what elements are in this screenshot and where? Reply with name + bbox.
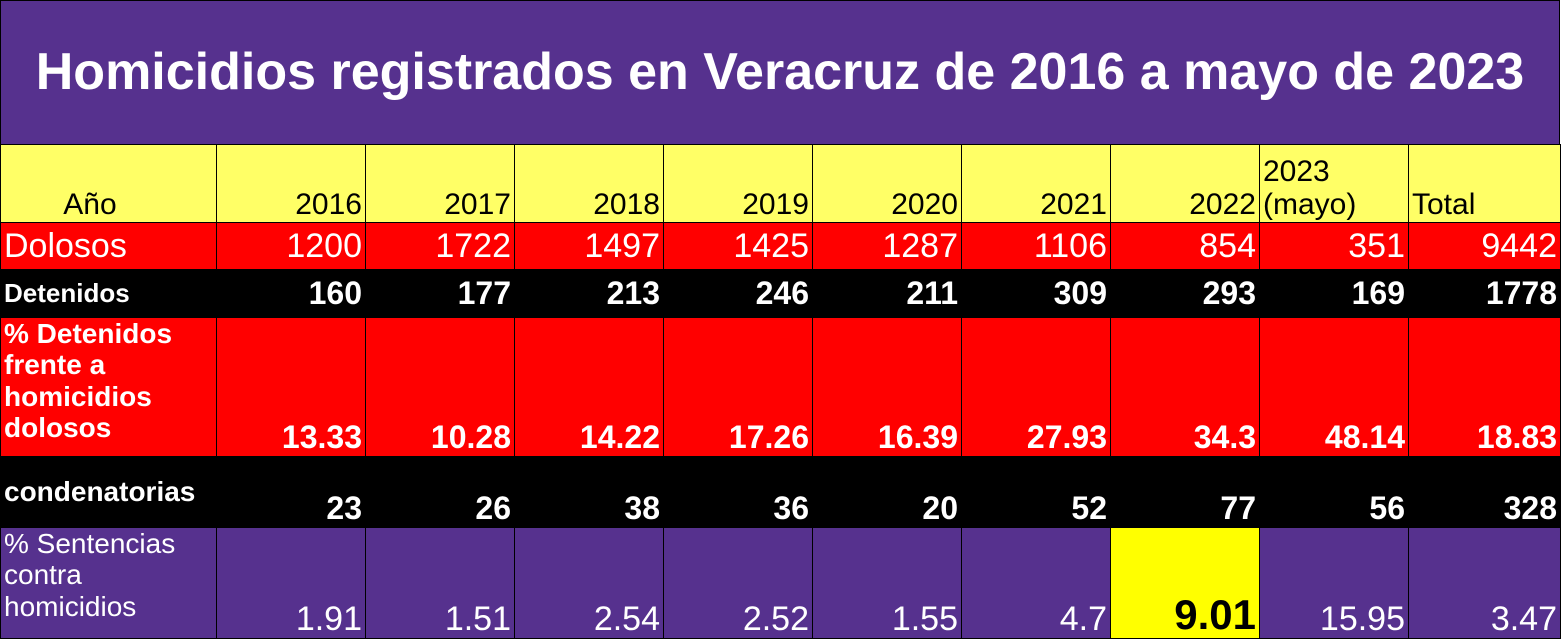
value-cell: 34.3 xyxy=(1110,317,1260,457)
value-cell: 56 xyxy=(1259,456,1409,528)
table-title: Homicidios registrados en Veracruz de 20… xyxy=(0,0,1560,145)
value-cell: 2.52 xyxy=(663,527,813,639)
value-cell: 1.55 xyxy=(812,527,962,639)
value-cell: 36 xyxy=(663,456,813,528)
value-cell: 10.28 xyxy=(365,317,515,457)
value-cell: 177 xyxy=(365,269,515,318)
value-cell: 169 xyxy=(1259,269,1409,318)
header-cell: Total xyxy=(1408,144,1561,223)
header-cell: 2016 xyxy=(216,144,366,223)
value-cell: 246 xyxy=(663,269,813,318)
value-cell: 211 xyxy=(812,269,962,318)
header-cell: 2019 xyxy=(663,144,813,223)
header-cell: 2023 (mayo) xyxy=(1259,144,1409,223)
header-cell: 2017 xyxy=(365,144,515,223)
value-cell: 9442 xyxy=(1408,222,1561,270)
header-cell: Año xyxy=(0,144,217,223)
value-cell: 3.47 xyxy=(1408,527,1561,639)
value-cell: 1778 xyxy=(1408,269,1561,318)
header-cell: 2018 xyxy=(514,144,664,223)
value-cell: 2.54 xyxy=(514,527,664,639)
row-label: condenatorias xyxy=(0,456,217,528)
value-cell: 17.26 xyxy=(663,317,813,457)
value-cell: 23 xyxy=(216,456,366,528)
header-cell: 2020 xyxy=(812,144,962,223)
row-label: % Sentencias contra homicidios xyxy=(0,527,217,639)
value-cell: 1497 xyxy=(514,222,664,270)
value-cell: 293 xyxy=(1110,269,1260,318)
value-cell: 4.7 xyxy=(961,527,1111,639)
value-cell: 309 xyxy=(961,269,1111,318)
value-cell: 351 xyxy=(1259,222,1409,270)
value-cell: 1287 xyxy=(812,222,962,270)
row-label: Dolosos xyxy=(0,222,217,270)
header-cell: 2022 xyxy=(1110,144,1260,223)
value-cell: 328 xyxy=(1408,456,1561,528)
value-cell: 1.51 xyxy=(365,527,515,639)
value-cell: 1106 xyxy=(961,222,1111,270)
value-cell: 27.93 xyxy=(961,317,1111,457)
value-cell: 1.91 xyxy=(216,527,366,639)
value-cell: 160 xyxy=(216,269,366,318)
value-cell: 1425 xyxy=(663,222,813,270)
value-cell: 15.95 xyxy=(1259,527,1409,639)
value-cell: 26 xyxy=(365,456,515,528)
value-cell: 77 xyxy=(1110,456,1260,528)
value-cell: 18.83 xyxy=(1408,317,1561,457)
value-cell: 854 xyxy=(1110,222,1260,270)
value-cell: 16.39 xyxy=(812,317,962,457)
value-cell: 14.22 xyxy=(514,317,664,457)
value-cell: 52 xyxy=(961,456,1111,528)
row-label: Detenidos xyxy=(0,269,217,318)
value-cell: 48.14 xyxy=(1259,317,1409,457)
value-cell: 1722 xyxy=(365,222,515,270)
value-cell: 13.33 xyxy=(216,317,366,457)
value-cell: 213 xyxy=(514,269,664,318)
value-cell: 20 xyxy=(812,456,962,528)
header-cell: 2021 xyxy=(961,144,1111,223)
value-cell: 38 xyxy=(514,456,664,528)
value-cell: 9.01 xyxy=(1110,527,1260,639)
value-cell: 1200 xyxy=(216,222,366,270)
row-label: % Detenidos frente a homicidios dolosos xyxy=(0,317,217,457)
